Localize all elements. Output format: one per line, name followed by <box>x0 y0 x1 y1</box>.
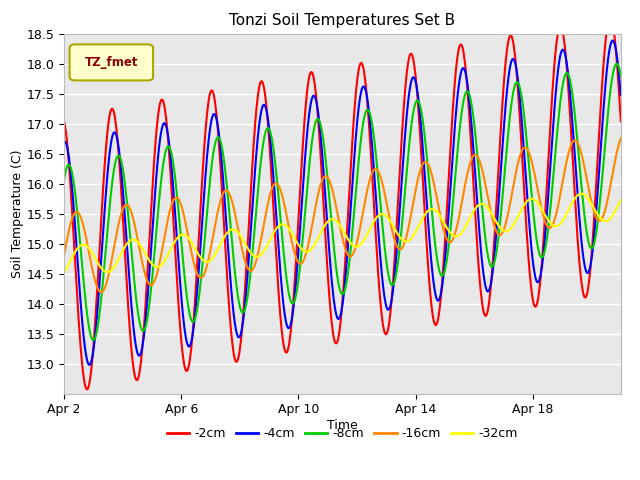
Title: Tonzi Soil Temperatures Set B: Tonzi Soil Temperatures Set B <box>229 13 456 28</box>
Legend: -2cm, -4cm, -8cm, -16cm, -32cm: -2cm, -4cm, -8cm, -16cm, -32cm <box>162 422 523 445</box>
Text: TZ_fmet: TZ_fmet <box>84 56 138 69</box>
Y-axis label: Soil Temperature (C): Soil Temperature (C) <box>11 149 24 278</box>
X-axis label: Time: Time <box>327 419 358 432</box>
FancyBboxPatch shape <box>70 44 153 80</box>
